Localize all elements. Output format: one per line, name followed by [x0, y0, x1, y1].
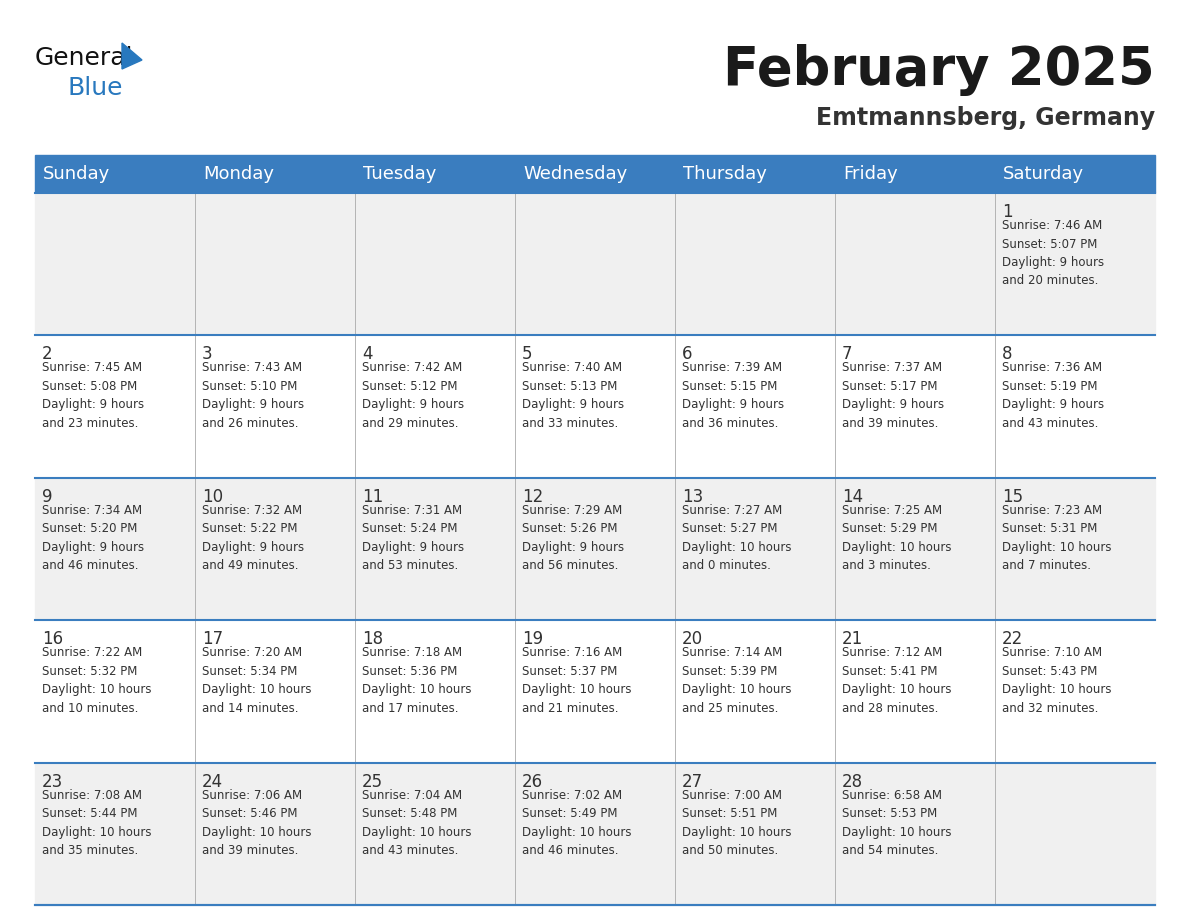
Text: Sunrise: 7:06 AM
Sunset: 5:46 PM
Daylight: 10 hours
and 39 minutes.: Sunrise: 7:06 AM Sunset: 5:46 PM Dayligh…: [202, 789, 311, 857]
Text: 6: 6: [682, 345, 693, 364]
Text: Sunrise: 7:45 AM
Sunset: 5:08 PM
Daylight: 9 hours
and 23 minutes.: Sunrise: 7:45 AM Sunset: 5:08 PM Dayligh…: [42, 362, 144, 430]
Text: Blue: Blue: [67, 76, 122, 100]
Bar: [34, 477, 1155, 621]
Text: Sunrise: 7:08 AM
Sunset: 5:44 PM
Daylight: 10 hours
and 35 minutes.: Sunrise: 7:08 AM Sunset: 5:44 PM Dayligh…: [42, 789, 152, 857]
Text: Sunrise: 7:36 AM
Sunset: 5:19 PM
Daylight: 9 hours
and 43 minutes.: Sunrise: 7:36 AM Sunset: 5:19 PM Dayligh…: [1001, 362, 1104, 430]
Text: Sunrise: 7:37 AM
Sunset: 5:17 PM
Daylight: 9 hours
and 39 minutes.: Sunrise: 7:37 AM Sunset: 5:17 PM Dayligh…: [842, 362, 944, 430]
Text: Wednesday: Wednesday: [523, 165, 627, 183]
Text: Sunrise: 7:25 AM
Sunset: 5:29 PM
Daylight: 10 hours
and 3 minutes.: Sunrise: 7:25 AM Sunset: 5:29 PM Dayligh…: [842, 504, 952, 572]
Text: General: General: [34, 46, 133, 70]
Text: 7: 7: [842, 345, 853, 364]
Text: 12: 12: [522, 487, 543, 506]
Text: Sunrise: 7:16 AM
Sunset: 5:37 PM
Daylight: 10 hours
and 21 minutes.: Sunrise: 7:16 AM Sunset: 5:37 PM Dayligh…: [522, 646, 632, 715]
Text: Saturday: Saturday: [1003, 165, 1085, 183]
Text: Sunrise: 7:02 AM
Sunset: 5:49 PM
Daylight: 10 hours
and 46 minutes.: Sunrise: 7:02 AM Sunset: 5:49 PM Dayligh…: [522, 789, 632, 857]
Text: Sunrise: 7:43 AM
Sunset: 5:10 PM
Daylight: 9 hours
and 26 minutes.: Sunrise: 7:43 AM Sunset: 5:10 PM Dayligh…: [202, 362, 304, 430]
Bar: [34, 155, 1155, 193]
Text: Sunrise: 7:00 AM
Sunset: 5:51 PM
Daylight: 10 hours
and 50 minutes.: Sunrise: 7:00 AM Sunset: 5:51 PM Dayligh…: [682, 789, 791, 857]
Text: 22: 22: [1001, 630, 1023, 648]
Text: Sunrise: 7:42 AM
Sunset: 5:12 PM
Daylight: 9 hours
and 29 minutes.: Sunrise: 7:42 AM Sunset: 5:12 PM Dayligh…: [362, 362, 465, 430]
Text: 3: 3: [202, 345, 213, 364]
Text: 8: 8: [1001, 345, 1012, 364]
Text: Monday: Monday: [203, 165, 274, 183]
Text: Sunrise: 7:27 AM
Sunset: 5:27 PM
Daylight: 10 hours
and 0 minutes.: Sunrise: 7:27 AM Sunset: 5:27 PM Dayligh…: [682, 504, 791, 572]
Text: Sunrise: 7:04 AM
Sunset: 5:48 PM
Daylight: 10 hours
and 43 minutes.: Sunrise: 7:04 AM Sunset: 5:48 PM Dayligh…: [362, 789, 472, 857]
Bar: [34, 763, 1155, 905]
Text: 18: 18: [362, 630, 383, 648]
Polygon shape: [122, 43, 143, 69]
Text: Sunrise: 7:40 AM
Sunset: 5:13 PM
Daylight: 9 hours
and 33 minutes.: Sunrise: 7:40 AM Sunset: 5:13 PM Dayligh…: [522, 362, 624, 430]
Text: 25: 25: [362, 773, 383, 790]
Text: 27: 27: [682, 773, 703, 790]
Text: Sunrise: 7:22 AM
Sunset: 5:32 PM
Daylight: 10 hours
and 10 minutes.: Sunrise: 7:22 AM Sunset: 5:32 PM Dayligh…: [42, 646, 152, 715]
Text: Sunrise: 7:46 AM
Sunset: 5:07 PM
Daylight: 9 hours
and 20 minutes.: Sunrise: 7:46 AM Sunset: 5:07 PM Dayligh…: [1001, 219, 1104, 287]
Text: Sunrise: 7:29 AM
Sunset: 5:26 PM
Daylight: 9 hours
and 56 minutes.: Sunrise: 7:29 AM Sunset: 5:26 PM Dayligh…: [522, 504, 624, 572]
Text: Sunrise: 7:20 AM
Sunset: 5:34 PM
Daylight: 10 hours
and 14 minutes.: Sunrise: 7:20 AM Sunset: 5:34 PM Dayligh…: [202, 646, 311, 715]
Text: 4: 4: [362, 345, 373, 364]
Text: 16: 16: [42, 630, 63, 648]
Text: 11: 11: [362, 487, 384, 506]
Text: 28: 28: [842, 773, 864, 790]
Text: February 2025: February 2025: [723, 44, 1155, 96]
Bar: [34, 335, 1155, 477]
Text: 26: 26: [522, 773, 543, 790]
Text: Sunrise: 7:32 AM
Sunset: 5:22 PM
Daylight: 9 hours
and 49 minutes.: Sunrise: 7:32 AM Sunset: 5:22 PM Dayligh…: [202, 504, 304, 572]
Text: Sunrise: 7:23 AM
Sunset: 5:31 PM
Daylight: 10 hours
and 7 minutes.: Sunrise: 7:23 AM Sunset: 5:31 PM Dayligh…: [1001, 504, 1112, 572]
Text: 1: 1: [1001, 203, 1012, 221]
Text: 21: 21: [842, 630, 864, 648]
Text: 17: 17: [202, 630, 223, 648]
Text: Sunday: Sunday: [43, 165, 110, 183]
Text: Sunrise: 7:31 AM
Sunset: 5:24 PM
Daylight: 9 hours
and 53 minutes.: Sunrise: 7:31 AM Sunset: 5:24 PM Dayligh…: [362, 504, 465, 572]
Text: Emtmannsberg, Germany: Emtmannsberg, Germany: [816, 106, 1155, 130]
Text: Thursday: Thursday: [683, 165, 767, 183]
Text: Sunrise: 7:10 AM
Sunset: 5:43 PM
Daylight: 10 hours
and 32 minutes.: Sunrise: 7:10 AM Sunset: 5:43 PM Dayligh…: [1001, 646, 1112, 715]
Text: 15: 15: [1001, 487, 1023, 506]
Text: Sunrise: 7:34 AM
Sunset: 5:20 PM
Daylight: 9 hours
and 46 minutes.: Sunrise: 7:34 AM Sunset: 5:20 PM Dayligh…: [42, 504, 144, 572]
Text: 14: 14: [842, 487, 864, 506]
Text: 23: 23: [42, 773, 63, 790]
Bar: [34, 621, 1155, 763]
Text: 2: 2: [42, 345, 52, 364]
Text: 5: 5: [522, 345, 532, 364]
Text: 10: 10: [202, 487, 223, 506]
Bar: [34, 193, 1155, 335]
Text: Sunrise: 7:14 AM
Sunset: 5:39 PM
Daylight: 10 hours
and 25 minutes.: Sunrise: 7:14 AM Sunset: 5:39 PM Dayligh…: [682, 646, 791, 715]
Text: Sunrise: 7:18 AM
Sunset: 5:36 PM
Daylight: 10 hours
and 17 minutes.: Sunrise: 7:18 AM Sunset: 5:36 PM Dayligh…: [362, 646, 472, 715]
Text: 24: 24: [202, 773, 223, 790]
Text: Friday: Friday: [843, 165, 898, 183]
Text: Sunrise: 6:58 AM
Sunset: 5:53 PM
Daylight: 10 hours
and 54 minutes.: Sunrise: 6:58 AM Sunset: 5:53 PM Dayligh…: [842, 789, 952, 857]
Text: 19: 19: [522, 630, 543, 648]
Text: Tuesday: Tuesday: [364, 165, 436, 183]
Text: 20: 20: [682, 630, 703, 648]
Text: 13: 13: [682, 487, 703, 506]
Text: 9: 9: [42, 487, 52, 506]
Text: Sunrise: 7:39 AM
Sunset: 5:15 PM
Daylight: 9 hours
and 36 minutes.: Sunrise: 7:39 AM Sunset: 5:15 PM Dayligh…: [682, 362, 784, 430]
Text: Sunrise: 7:12 AM
Sunset: 5:41 PM
Daylight: 10 hours
and 28 minutes.: Sunrise: 7:12 AM Sunset: 5:41 PM Dayligh…: [842, 646, 952, 715]
